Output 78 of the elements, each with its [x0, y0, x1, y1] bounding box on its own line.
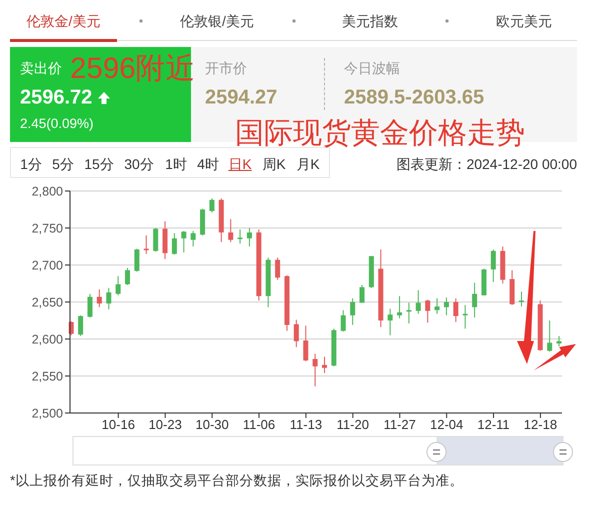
text: 伦敦金/美元 [26, 12, 100, 30]
text: *以上报价有延时，仅抽取交易平台部分数据，实际报价以交易平台为准。 [10, 473, 464, 489]
candlestick [144, 234, 149, 254]
candlestick [490, 248, 496, 283]
candlestick [388, 308, 393, 336]
candlestick [547, 320, 552, 352]
candlestick [406, 302, 412, 324]
text: 4时 [197, 156, 219, 172]
candlestick [209, 198, 214, 213]
x-tick-label: 11-06 [242, 417, 276, 432]
x-tick-label: 11-20 [336, 417, 369, 432]
y-tick-label: 2,650 [32, 295, 64, 310]
candlestick [238, 228, 243, 244]
chart-subtitle: 图表更新：2024-12-20 00:00 [396, 156, 577, 172]
candlestick [322, 356, 327, 374]
text: 日K [228, 156, 252, 172]
y-tick-label: 2,600 [32, 332, 64, 346]
candlestick [472, 282, 478, 318]
candlestick [397, 296, 402, 319]
x-tick-label: 11-27 [384, 417, 416, 432]
text: 周K [262, 156, 286, 172]
candlestick [125, 267, 130, 286]
y-tick-label: 2,800 [32, 184, 64, 198]
text: 2589.5-2603.65 [344, 86, 484, 110]
candlestick [116, 276, 121, 296]
text: 2596.72 [20, 86, 92, 110]
text: 月K [296, 156, 320, 172]
candlestick [78, 314, 84, 337]
candlestick [96, 288, 102, 308]
text: 2594.27 [205, 86, 278, 110]
candlestick [190, 230, 196, 247]
candlestick [134, 248, 140, 272]
candlestick [246, 228, 252, 247]
candlestick [275, 257, 280, 280]
x-tick-label: 10-30 [195, 417, 229, 432]
text: 5分 [52, 156, 74, 172]
candlestick [340, 310, 346, 332]
candlestick [360, 284, 365, 304]
text: 今日波幅 [344, 60, 400, 76]
candlestick [181, 230, 186, 253]
candlestick [518, 291, 524, 307]
candlestick [153, 228, 158, 252]
x-tick-label: 12-11 [477, 417, 510, 432]
x-tick-label: 12-04 [430, 417, 464, 432]
x-tick-label: 10-16 [102, 417, 135, 432]
candlestick [444, 297, 449, 316]
candlestick [416, 290, 421, 314]
candlestick [462, 304, 468, 330]
candlestick [434, 298, 440, 314]
text: 欧元美元 [496, 12, 552, 30]
text: 1时 [165, 156, 187, 172]
text: 2.45(0.09%) [20, 116, 94, 132]
y-tick-label: 2,750 [32, 221, 64, 236]
candlestick [556, 336, 562, 347]
text: 美元指数 [342, 12, 398, 30]
candlestick [228, 218, 234, 243]
text: 伦敦银/美元 [180, 12, 254, 30]
y-tick-label: 2,700 [32, 258, 64, 272]
text: 15分 [84, 156, 114, 172]
candlestick [87, 293, 92, 318]
x-tick-label: 11-13 [290, 417, 322, 432]
candlestick [106, 287, 112, 310]
candlestick [172, 232, 177, 256]
x-tick-label: 10-23 [148, 417, 182, 432]
text: 开市价 [205, 60, 247, 76]
text: 30分 [124, 156, 154, 172]
candlestick [350, 298, 356, 326]
x-tick-label: 12-18 [524, 417, 558, 432]
candlestick [303, 325, 308, 362]
candlestick [425, 299, 430, 324]
y-tick-label: 2,550 [32, 369, 64, 384]
candlestick [312, 353, 318, 387]
candlestick [294, 319, 299, 348]
chart-title: 国际现货黄金价格走势 [235, 117, 525, 151]
text: 卖出价 [20, 60, 62, 76]
candlestick [453, 298, 458, 322]
y-tick-label: 2,500 [32, 406, 64, 420]
text: 1分 [20, 156, 42, 172]
